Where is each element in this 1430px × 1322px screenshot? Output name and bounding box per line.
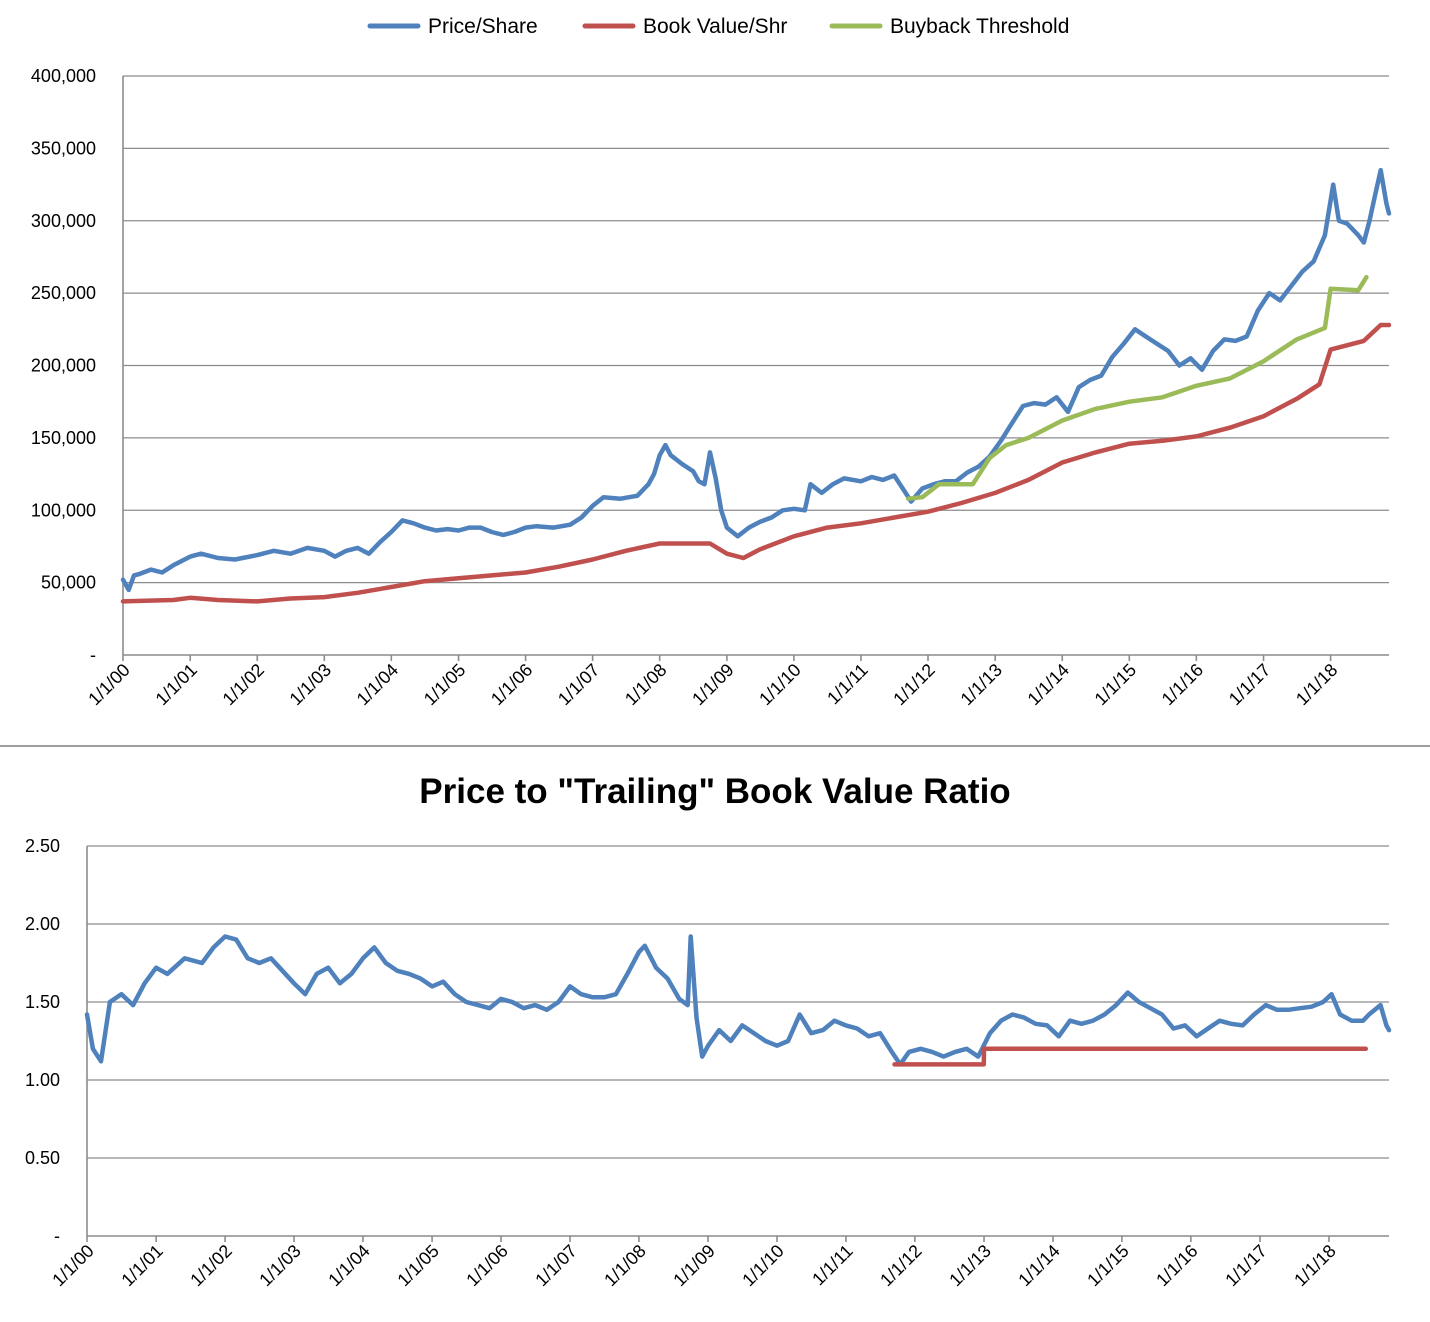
chart1-y-tick-label: 250,000	[31, 283, 96, 303]
chart1-series	[120, 167, 1392, 604]
chart1-x-tick-label: 1/1/08	[621, 660, 671, 710]
chart2-title: Price to "Trailing" Book Value Ratio	[419, 772, 1010, 811]
chart2-gridlines	[87, 845, 1389, 1159]
chart1-y-tick-label: 350,000	[31, 138, 96, 158]
chart2-x-tick-label: 1/1/14	[1014, 1241, 1064, 1291]
chart1-y-tick-label: 100,000	[31, 500, 96, 520]
chart1-x-tick-label: 1/1/05	[420, 660, 470, 710]
chart1-y-tick-label: 200,000	[31, 356, 96, 376]
chart1-x-tick-label: 1/1/09	[688, 660, 738, 710]
chart1-x-tick-label: 1/1/00	[84, 660, 134, 710]
chart1-x-tick-label: 1/1/03	[286, 660, 336, 710]
chart2-series-1-line	[84, 934, 1392, 1067]
chart1-x-tick-label: 1/1/06	[487, 660, 537, 710]
price-to-book-ratio-chart: Price to "Trailing" Book Value Ratio - 0.…	[25, 772, 1392, 1291]
legend-book-value-shr-label: Book Value/Shr	[643, 15, 787, 38]
chart2-x-axis: 1/1/00 1/1/01 1/1/02 1/1/03 1/1/04 1/1/05 1/1/…	[48, 1235, 1389, 1291]
chart2-x-tick-label: 1/1/01	[117, 1241, 167, 1291]
chart1-x-tick-label: 1/1/10	[755, 660, 805, 710]
chart1-x-tick-label: 1/1/01	[152, 660, 202, 710]
chart1-x-tick-label: 1/1/17	[1225, 660, 1275, 710]
chart1-x-tick-label: 1/1/07	[554, 660, 604, 710]
chart1-x-tick-label: 1/1/13	[957, 660, 1007, 710]
chart2-x-tick-label: 1/1/15	[1083, 1241, 1133, 1291]
chart1-x-tick-label: 1/1/16	[1158, 660, 1208, 710]
chart1-x-tick-label: 1/1/12	[889, 660, 939, 710]
chart1-buyback-threshold-line	[905, 274, 1369, 501]
chart1-price-share-line	[120, 167, 1392, 593]
chart2-y-axis: - 0.50 1.00 1.50 2.00 2.50	[25, 836, 88, 1246]
chart2-x-tick-label: 1/1/16	[1152, 1241, 1202, 1291]
chart1-x-tick-label: 1/1/04	[353, 660, 403, 710]
chart1-x-tick-label: 1/1/11	[823, 660, 872, 709]
chart2-y-tick-label: -	[54, 1226, 60, 1246]
chart2-x-tick-label: 1/1/12	[876, 1241, 926, 1291]
chart2-x-tick-label: 1/1/04	[324, 1241, 374, 1291]
chart1-book-value-shr-line	[120, 322, 1392, 604]
chart2-y-tick-label: 0.50	[25, 1148, 60, 1168]
chart2-x-tick-label: 1/1/09	[669, 1241, 719, 1291]
chart2-x-tick-label: 1/1/13	[945, 1241, 995, 1291]
chart2-x-tick-label: 1/1/10	[738, 1241, 788, 1291]
chart1-x-tick-label: 1/1/15	[1091, 660, 1141, 710]
legend-buyback-threshold-label: Buyback Threshold	[890, 15, 1069, 38]
chart1-y-tick-label: 50,000	[41, 573, 96, 593]
chart2-y-tick-label: 1.50	[25, 992, 60, 1012]
chart1-y-tick-label: -	[90, 645, 96, 665]
chart1-legend: Price/Share Book Value/Shr Buyback Thresho…	[367, 15, 1069, 38]
chart2-x-tick-label: 1/1/11	[808, 1241, 857, 1290]
chart2-x-tick-label: 1/1/18	[1290, 1241, 1340, 1291]
chart1-y-tick-label: 300,000	[31, 211, 96, 231]
chart2-x-tick-label: 1/1/08	[600, 1241, 650, 1291]
chart2-x-tick-label: 1/1/02	[186, 1241, 236, 1291]
chart2-series-2-line	[892, 1046, 1369, 1067]
chart2-x-tick-label: 1/1/00	[48, 1241, 98, 1291]
chart2-y-tick-label: 1.00	[25, 1070, 60, 1090]
chart2-x-tick-label: 1/1/17	[1221, 1241, 1271, 1291]
chart2-x-tick-label: 1/1/07	[531, 1241, 581, 1291]
chart2-y-tick-label: 2.50	[25, 836, 60, 856]
chart1-y-axis: - 50,000 100,000 150,000 200,000 250,000 300,0…	[31, 66, 124, 665]
chart2-x-tick-label: 1/1/06	[462, 1241, 512, 1291]
chart1-x-tick-label: 1/1/14	[1024, 660, 1074, 710]
chart1-x-tick-label: 1/1/02	[219, 660, 269, 710]
chart1-y-tick-label: 400,000	[31, 66, 96, 86]
chart1-x-axis: 1/1/00 1/1/01 1/1/02 1/1/03 1/1/04 1/1/05 1/1/…	[84, 654, 1389, 710]
chart2-series	[84, 934, 1392, 1067]
chart1-y-tick-label: 150,000	[31, 428, 96, 448]
chart1-x-tick-label: 1/1/18	[1292, 660, 1342, 710]
chart2-x-tick-label: 1/1/03	[255, 1241, 305, 1291]
chart2-y-tick-label: 2.00	[25, 914, 60, 934]
chart1-gridlines	[123, 75, 1389, 584]
legend-price-share-label: Price/Share	[428, 15, 538, 38]
chart2-x-tick-label: 1/1/05	[393, 1241, 443, 1291]
price-bookvalue-chart: - 50,000 100,000 150,000 200,000 250,000 300,0…	[31, 15, 1392, 710]
